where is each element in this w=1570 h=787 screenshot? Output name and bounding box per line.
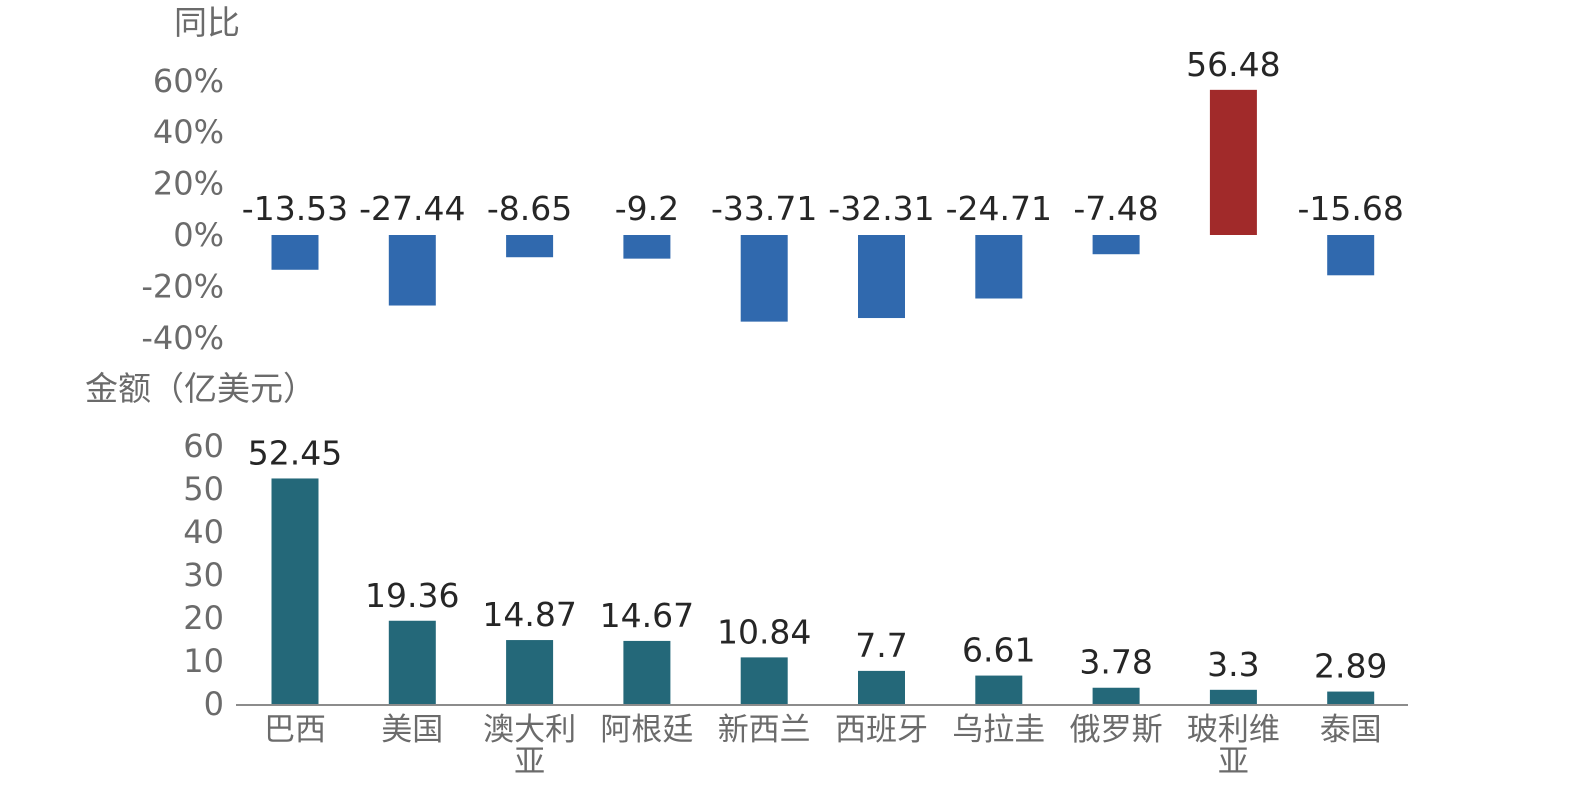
amount-bar — [623, 640, 671, 704]
yoy-value-label: -7.48 — [1073, 189, 1158, 228]
category-label: 亚 — [1218, 744, 1249, 780]
amount-bar — [740, 657, 788, 704]
yoy-chart: 同比 60% 40% 20% 0% -20% -40% -13.53 -27.44 -8.65… — [141, 3, 1404, 357]
yoy-bar — [740, 235, 788, 322]
yoy-bar — [506, 235, 554, 258]
category-label: 泰国 — [1320, 712, 1382, 748]
amount-bar — [1092, 687, 1140, 704]
amount-value-label: 7.7 — [855, 626, 907, 665]
amount-value-label: 14.67 — [600, 596, 694, 635]
amount-value-label: 3.78 — [1079, 643, 1152, 682]
yoy-bar — [975, 235, 1023, 299]
yoy-y-axis-ticks: 60% 40% 20% 0% -20% -40% — [141, 62, 224, 357]
amount-bar — [1209, 689, 1257, 704]
yoy-bar — [1092, 235, 1140, 255]
yoy-value-label: -13.53 — [242, 189, 348, 228]
yoy-y-axis-title: 同比 — [174, 3, 240, 42]
category-label: 新西兰 — [718, 712, 811, 748]
amount-tick-label: 10 — [183, 642, 224, 680]
category-label: 玻利维 — [1187, 712, 1280, 748]
category-label: 阿根廷 — [600, 712, 693, 748]
amount-tick-label: 20 — [183, 599, 224, 637]
yoy-bar — [271, 235, 319, 270]
amount-value-label: 6.61 — [962, 631, 1035, 670]
category-label: 乌拉圭 — [952, 712, 1045, 748]
amount-bar — [506, 640, 554, 704]
yoy-tick-label: 60% — [153, 62, 224, 100]
amount-y-axis-ticks: 60 50 40 30 20 10 0 — [183, 427, 224, 723]
category-label: 西班牙 — [835, 712, 928, 748]
yoy-tick-label: 40% — [153, 113, 224, 151]
amount-bars — [271, 478, 1375, 704]
amount-bar — [975, 675, 1023, 704]
amount-value-label: 10.84 — [717, 612, 811, 651]
category-label: 俄罗斯 — [1070, 712, 1163, 748]
yoy-bar — [1327, 235, 1375, 276]
amount-tick-label: 40 — [183, 513, 224, 551]
category-label: 澳大利 — [483, 712, 576, 748]
yoy-value-label: -9.2 — [615, 189, 679, 228]
yoy-bar — [1209, 89, 1257, 235]
yoy-tick-label: 20% — [153, 165, 224, 203]
yoy-tick-label: -40% — [141, 319, 224, 357]
amount-value-labels: 52.45 19.36 14.87 14.67 10.84 7.7 6.61 3.78 3.3 2… — [248, 433, 1388, 685]
amount-y-axis-title: 金额（亿美元） — [85, 369, 316, 408]
amount-tick-label: 50 — [183, 470, 224, 508]
yoy-value-label: -24.71 — [946, 189, 1052, 228]
yoy-value-labels: -13.53 -27.44 -8.65 -9.2 -33.71 -32.31 -24.71-… — [242, 45, 1404, 228]
amount-value-label: 14.87 — [482, 595, 576, 634]
amount-value-label: 2.89 — [1314, 647, 1387, 686]
yoy-bar — [858, 235, 905, 319]
amount-tick-label: 0 — [204, 685, 224, 723]
yoy-value-label: -33.71 — [711, 189, 817, 228]
yoy-tick-label: 0% — [173, 216, 224, 254]
yoy-bars — [271, 89, 1375, 322]
yoy-bar — [623, 235, 671, 259]
amount-bar — [271, 478, 319, 704]
amount-chart: 金额（亿美元） 60 50 40 30 20 10 0 52.45 19.36 14.87 14.… — [85, 369, 1408, 780]
amount-tick-label: 30 — [183, 556, 224, 594]
category-label: 亚 — [514, 744, 545, 780]
amount-bar — [858, 670, 905, 704]
yoy-value-label: 56.48 — [1186, 45, 1280, 84]
amount-bar — [1327, 691, 1375, 704]
yoy-value-label: -27.44 — [359, 189, 465, 228]
amount-value-label: 19.36 — [365, 576, 459, 615]
category-label: 美国 — [381, 712, 443, 748]
yoy-bar — [388, 235, 436, 306]
amount-value-label: 52.45 — [248, 433, 342, 472]
amount-bar — [388, 620, 436, 704]
amount-tick-label: 60 — [183, 427, 224, 465]
yoy-value-label: -32.31 — [828, 189, 934, 228]
category-label: 巴西 — [264, 712, 326, 748]
yoy-value-label: -8.65 — [487, 189, 572, 228]
amount-value-label: 3.3 — [1207, 645, 1259, 684]
yoy-value-label: -15.68 — [1298, 189, 1404, 228]
yoy-tick-label: -20% — [141, 267, 224, 305]
